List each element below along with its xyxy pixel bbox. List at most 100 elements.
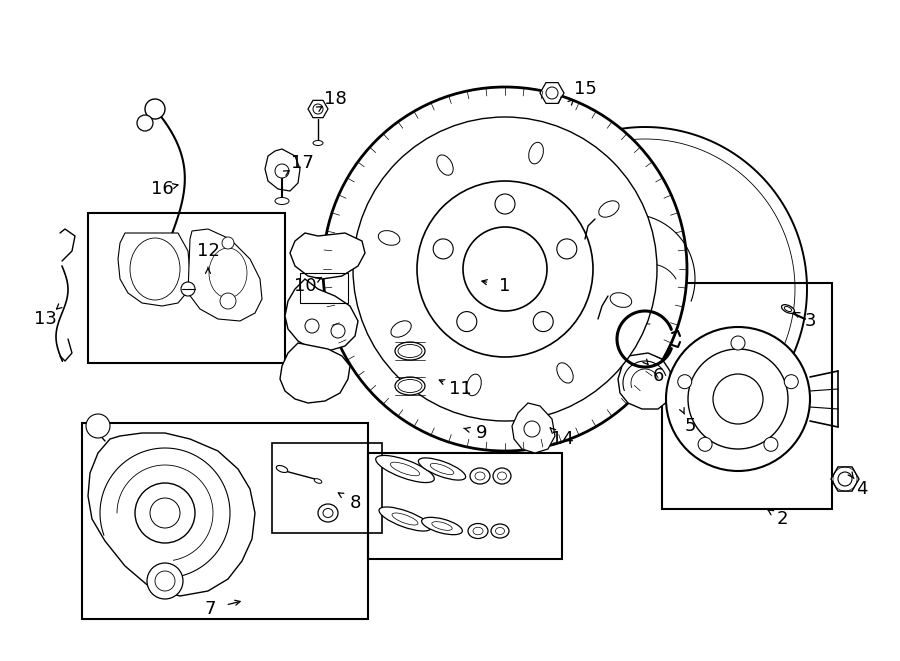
Ellipse shape bbox=[392, 513, 418, 525]
Circle shape bbox=[495, 194, 515, 214]
Circle shape bbox=[147, 563, 183, 599]
Circle shape bbox=[433, 239, 454, 259]
Circle shape bbox=[688, 349, 788, 449]
Ellipse shape bbox=[432, 522, 452, 530]
Circle shape bbox=[713, 374, 763, 424]
Ellipse shape bbox=[468, 524, 488, 539]
Ellipse shape bbox=[395, 377, 425, 395]
Ellipse shape bbox=[466, 374, 482, 396]
Ellipse shape bbox=[313, 141, 323, 145]
Ellipse shape bbox=[436, 155, 454, 175]
Circle shape bbox=[457, 311, 477, 332]
Polygon shape bbox=[308, 100, 328, 118]
Ellipse shape bbox=[130, 238, 180, 300]
Text: 18: 18 bbox=[324, 90, 346, 108]
Ellipse shape bbox=[391, 462, 419, 476]
Bar bbox=[82, 423, 368, 619]
Circle shape bbox=[678, 375, 692, 389]
Circle shape bbox=[181, 282, 195, 296]
Circle shape bbox=[463, 227, 547, 311]
Text: 5: 5 bbox=[684, 417, 696, 435]
Ellipse shape bbox=[314, 479, 322, 483]
Ellipse shape bbox=[318, 504, 338, 522]
Polygon shape bbox=[540, 83, 564, 103]
Circle shape bbox=[666, 327, 810, 471]
Circle shape bbox=[275, 164, 289, 178]
Polygon shape bbox=[512, 403, 555, 453]
Bar bbox=[300, 273, 348, 303]
Text: 10: 10 bbox=[293, 277, 316, 295]
Text: 2: 2 bbox=[776, 510, 788, 528]
Text: 7: 7 bbox=[204, 600, 216, 618]
Text: 14: 14 bbox=[551, 430, 573, 448]
Text: 3: 3 bbox=[805, 312, 815, 330]
Ellipse shape bbox=[398, 344, 422, 358]
Polygon shape bbox=[285, 279, 358, 351]
Circle shape bbox=[323, 87, 687, 451]
Circle shape bbox=[331, 324, 345, 338]
Ellipse shape bbox=[610, 293, 632, 307]
Circle shape bbox=[731, 336, 745, 350]
Ellipse shape bbox=[395, 342, 425, 360]
Circle shape bbox=[533, 311, 554, 332]
Bar bbox=[88, 213, 285, 363]
Text: 4: 4 bbox=[856, 480, 868, 498]
Polygon shape bbox=[555, 316, 590, 359]
Circle shape bbox=[313, 104, 323, 114]
Ellipse shape bbox=[496, 527, 505, 535]
Text: 15: 15 bbox=[573, 80, 597, 98]
Ellipse shape bbox=[391, 321, 411, 337]
Polygon shape bbox=[118, 233, 190, 306]
Ellipse shape bbox=[421, 518, 463, 535]
Text: 13: 13 bbox=[33, 310, 57, 328]
Circle shape bbox=[155, 571, 175, 591]
Ellipse shape bbox=[557, 363, 573, 383]
Ellipse shape bbox=[781, 305, 795, 313]
Circle shape bbox=[305, 319, 319, 333]
Ellipse shape bbox=[209, 248, 247, 298]
Ellipse shape bbox=[418, 458, 465, 480]
Text: 11: 11 bbox=[448, 380, 472, 398]
Ellipse shape bbox=[275, 198, 289, 204]
Ellipse shape bbox=[398, 379, 422, 393]
Circle shape bbox=[86, 414, 110, 438]
Text: 9: 9 bbox=[476, 424, 488, 442]
Text: 16: 16 bbox=[150, 180, 174, 198]
Circle shape bbox=[222, 237, 234, 249]
Ellipse shape bbox=[498, 472, 507, 480]
Ellipse shape bbox=[784, 307, 792, 311]
Polygon shape bbox=[618, 353, 672, 409]
Circle shape bbox=[135, 483, 195, 543]
Text: 17: 17 bbox=[291, 154, 313, 172]
Ellipse shape bbox=[528, 142, 544, 164]
Circle shape bbox=[698, 438, 712, 451]
Circle shape bbox=[137, 115, 153, 131]
Text: 8: 8 bbox=[349, 494, 361, 512]
Ellipse shape bbox=[375, 455, 435, 483]
Ellipse shape bbox=[430, 463, 454, 475]
Circle shape bbox=[784, 375, 798, 389]
Polygon shape bbox=[88, 433, 255, 596]
Text: 6: 6 bbox=[652, 367, 663, 385]
Ellipse shape bbox=[378, 231, 400, 245]
Ellipse shape bbox=[276, 465, 288, 473]
Bar bbox=[272, 443, 382, 533]
Circle shape bbox=[150, 498, 180, 528]
Polygon shape bbox=[831, 467, 859, 491]
Ellipse shape bbox=[379, 507, 431, 531]
Ellipse shape bbox=[598, 201, 619, 217]
Circle shape bbox=[353, 117, 657, 421]
Bar bbox=[662, 283, 832, 509]
Polygon shape bbox=[280, 343, 350, 403]
Ellipse shape bbox=[323, 508, 333, 518]
Circle shape bbox=[838, 472, 852, 486]
Circle shape bbox=[764, 438, 778, 451]
Circle shape bbox=[557, 239, 577, 259]
Circle shape bbox=[417, 181, 593, 357]
Ellipse shape bbox=[491, 524, 509, 538]
Ellipse shape bbox=[473, 527, 483, 535]
Polygon shape bbox=[188, 229, 262, 321]
Bar bbox=[368, 453, 562, 559]
Circle shape bbox=[220, 293, 236, 309]
Circle shape bbox=[145, 99, 165, 119]
